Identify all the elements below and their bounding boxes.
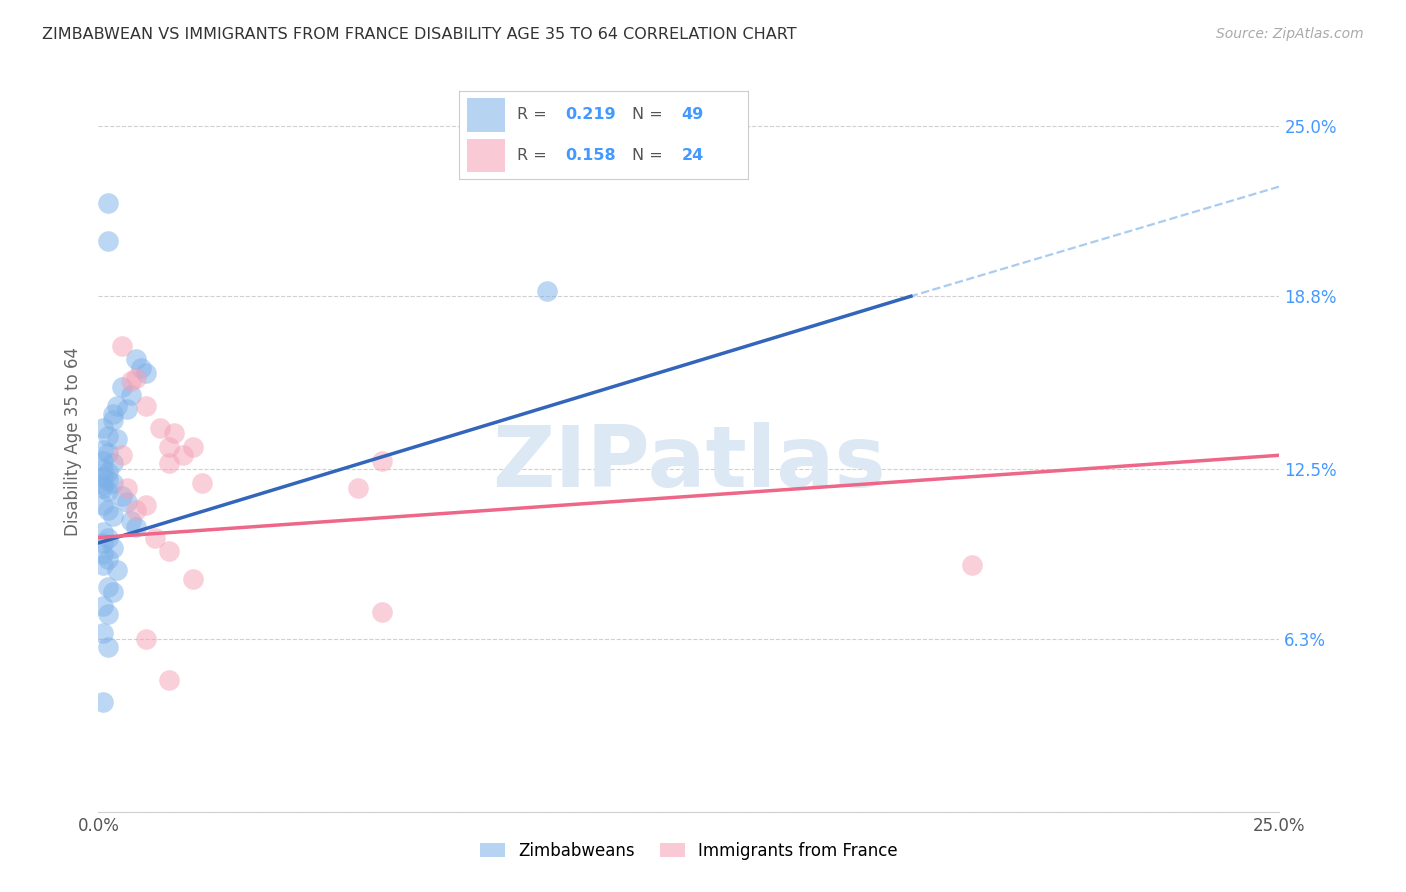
Point (125, 503, 148, 517)
Text: ZIPatlas: ZIPatlas (492, 422, 886, 505)
Point (91, 558, 114, 572)
Point (91, 442, 114, 457)
Point (91, 454, 114, 468)
Point (105, 399, 128, 413)
Point (157, 440, 180, 454)
Point (91, 421, 114, 435)
Point (91, 524, 114, 539)
Point (101, 585, 124, 599)
Point (149, 421, 172, 435)
Point (962, 558, 984, 572)
Point (101, 475, 124, 490)
Point (91, 478, 114, 492)
Point (97, 196, 120, 211)
Point (101, 407, 124, 421)
Point (121, 388, 143, 402)
Point (111, 380, 134, 394)
Point (101, 541, 124, 556)
Point (536, 284, 558, 298)
Point (101, 412, 124, 426)
Point (101, 457, 124, 471)
Point (191, 475, 214, 490)
Point (125, 519, 148, 533)
Point (91, 547, 114, 561)
Point (157, 673, 180, 687)
Point (91, 626, 114, 640)
Text: ZIMBABWEAN VS IMMIGRANTS FROM FRANCE DISABILITY AGE 35 TO 64 CORRELATION CHART: ZIMBABWEAN VS IMMIGRANTS FROM FRANCE DIS… (42, 27, 797, 42)
Point (115, 481, 138, 495)
Text: Source: ZipAtlas.com: Source: ZipAtlas.com (1216, 27, 1364, 41)
Point (91, 462, 114, 476)
Point (105, 432, 128, 446)
Point (97, 235, 120, 249)
Point (101, 508, 124, 523)
Point (91, 599, 114, 613)
Point (97, 552, 120, 566)
Point (125, 371, 148, 385)
Point (111, 338, 134, 352)
Point (115, 495, 138, 509)
Point (135, 498, 157, 512)
Point (91, 536, 114, 550)
Point (181, 572, 204, 586)
Point (121, 514, 143, 528)
Point (97, 465, 120, 479)
Point (157, 457, 180, 471)
Point (371, 454, 394, 468)
Point (97, 429, 120, 443)
Point (172, 448, 194, 462)
Point (91, 498, 114, 512)
Point (347, 481, 370, 495)
Point (115, 401, 138, 416)
Point (97, 473, 120, 487)
Point (371, 605, 394, 619)
Point (91, 481, 114, 495)
Point (125, 352, 148, 367)
Point (91, 695, 114, 709)
Y-axis label: Disability Age 35 to 64: Disability Age 35 to 64 (65, 347, 83, 536)
Point (97, 531, 120, 545)
Point (135, 632, 157, 646)
Point (181, 440, 204, 454)
Point (105, 563, 128, 577)
Point (97, 483, 120, 498)
Point (143, 531, 166, 545)
Point (111, 448, 134, 462)
Point (97, 580, 120, 594)
Point (97, 503, 120, 517)
Legend: Zimbabweans, Immigrants from France: Zimbabweans, Immigrants from France (474, 835, 904, 866)
Point (97, 607, 120, 622)
Point (111, 489, 134, 503)
Point (129, 360, 152, 375)
Point (121, 374, 143, 388)
Point (135, 399, 157, 413)
Point (135, 366, 157, 380)
Point (97, 640, 120, 655)
Point (163, 426, 186, 441)
Point (157, 544, 180, 558)
Point (91, 470, 114, 484)
Point (97, 445, 120, 459)
